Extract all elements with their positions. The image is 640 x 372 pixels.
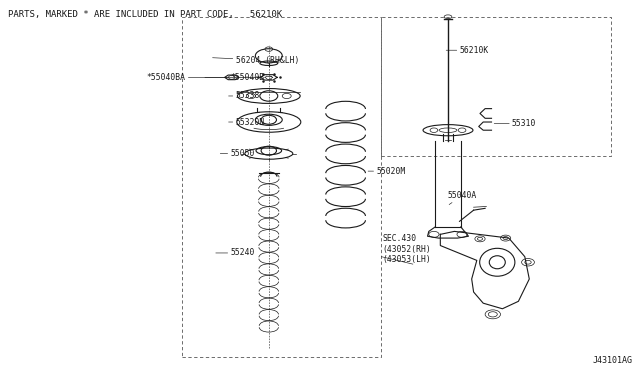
Text: SEC.430
(43052(RH)
(43053(LH): SEC.430 (43052(RH) (43053(LH) <box>383 234 431 264</box>
Text: 55338: 55338 <box>228 92 260 100</box>
Text: PARTS, MARKED * ARE INCLUDED IN PART CODE,   56210K: PARTS, MARKED * ARE INCLUDED IN PART COD… <box>8 10 282 19</box>
Text: 55050: 55050 <box>220 149 255 158</box>
Text: 56204 (RH&LH): 56204 (RH&LH) <box>212 56 299 65</box>
Text: 55320N: 55320N <box>228 118 265 126</box>
Text: J43101AG: J43101AG <box>593 356 632 365</box>
Text: 55040A: 55040A <box>448 191 477 205</box>
Text: 55240: 55240 <box>216 248 255 257</box>
Text: *55040BA: *55040BA <box>147 73 237 82</box>
Text: 55020M: 55020M <box>368 167 406 176</box>
Text: 56210K: 56210K <box>446 46 489 55</box>
Text: 55310: 55310 <box>494 119 536 128</box>
Text: *55040B: *55040B <box>205 73 264 82</box>
